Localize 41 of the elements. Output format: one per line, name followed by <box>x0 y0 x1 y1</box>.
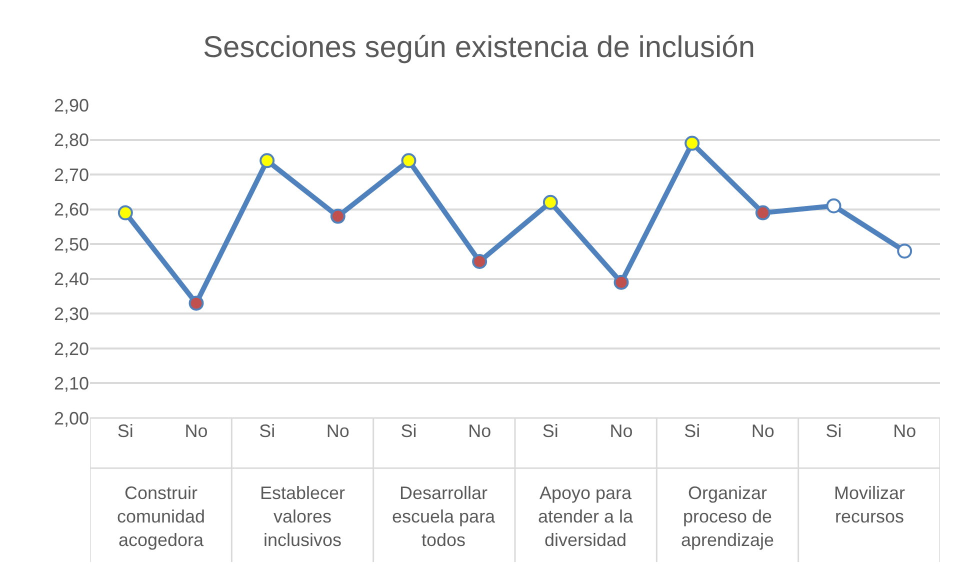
x-tick-label: Si <box>542 421 558 441</box>
y-tick-label: 2,20 <box>54 338 89 359</box>
point <box>684 136 700 151</box>
x-tick-label: Si <box>400 421 417 441</box>
point <box>755 205 770 220</box>
y-tick-label: 2,90 <box>54 95 89 116</box>
chart-title: Sescciones según existencia de inclusión <box>203 30 755 64</box>
point <box>188 296 204 311</box>
y-tick-label: 2,00 <box>54 408 89 428</box>
x-tick-label: No <box>610 421 633 441</box>
x-tick-label: No <box>184 421 208 441</box>
point <box>401 153 416 168</box>
x-tick-label: Si <box>826 421 842 441</box>
x-tick-label: Si <box>117 421 134 441</box>
point <box>614 274 629 290</box>
point <box>330 208 346 224</box>
x-tick-label: Si <box>684 421 700 441</box>
y-tick-label: 2,70 <box>54 164 89 185</box>
x-tick-label: No <box>751 421 774 441</box>
point <box>542 194 558 210</box>
x-tick-label: No <box>893 421 916 441</box>
y-tick-label: 2,10 <box>54 374 89 394</box>
y-tick-label: 2,60 <box>54 200 89 220</box>
text: Establecer valores inclusivos <box>260 483 346 550</box>
y-tick-label: 2,50 <box>54 234 89 254</box>
x-tick-label: Si <box>259 421 276 441</box>
point <box>472 254 488 269</box>
text: Organizar proceso de aprendizaje <box>681 483 774 550</box>
y-tick-label: 2,40 <box>54 269 89 290</box>
y-tick-label: 2,80 <box>54 130 89 150</box>
text: Movilizar recursos <box>834 483 906 526</box>
point <box>826 198 842 214</box>
y-tick-label: 2,30 <box>54 304 89 324</box>
point <box>260 153 275 168</box>
text: Apoyo para atender a la diversidad <box>538 483 634 550</box>
text: Construir comunidad acogedora <box>117 483 206 550</box>
x-tick-label: No <box>326 421 350 441</box>
point <box>118 205 133 220</box>
text: Desarrollar escuela para todos <box>392 483 496 550</box>
x-tick-label: No <box>468 421 492 441</box>
point <box>897 244 912 259</box>
